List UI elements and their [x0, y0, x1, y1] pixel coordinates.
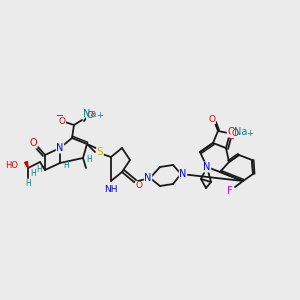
- Text: H: H: [86, 155, 92, 164]
- Text: O: O: [29, 138, 37, 148]
- Text: +: +: [247, 130, 254, 139]
- Text: N: N: [56, 143, 64, 153]
- Text: O: O: [231, 130, 238, 139]
- Text: O: O: [136, 182, 142, 190]
- Text: N: N: [179, 169, 187, 179]
- Text: NH: NH: [104, 184, 118, 194]
- Text: O: O: [208, 115, 215, 124]
- Text: −: −: [56, 111, 64, 121]
- Text: S: S: [97, 147, 103, 157]
- Text: Na: Na: [83, 109, 97, 119]
- Text: H: H: [30, 169, 36, 178]
- Text: H: H: [36, 166, 42, 175]
- Text: N: N: [144, 173, 152, 183]
- Text: −: −: [227, 134, 235, 143]
- Text: +: +: [97, 112, 104, 121]
- Text: HO: HO: [5, 161, 18, 170]
- Text: F: F: [227, 186, 233, 196]
- Text: H: H: [63, 161, 69, 170]
- Text: O: O: [86, 110, 94, 119]
- Polygon shape: [25, 161, 28, 168]
- Text: O: O: [227, 127, 235, 137]
- Text: H: H: [96, 152, 102, 158]
- Text: O: O: [58, 118, 65, 127]
- Text: N: N: [203, 162, 211, 172]
- Text: Na: Na: [234, 127, 248, 137]
- Text: H: H: [25, 179, 31, 188]
